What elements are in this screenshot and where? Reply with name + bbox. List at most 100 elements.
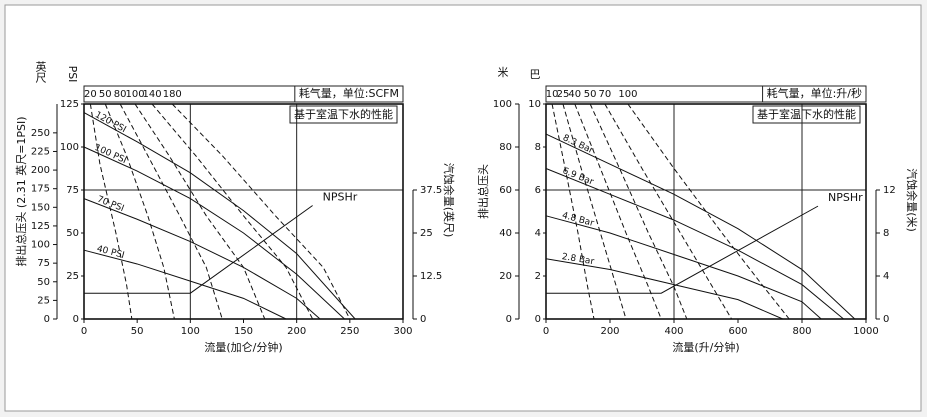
npshr-curve <box>546 205 819 294</box>
y-tick-label: 0 <box>73 314 79 325</box>
note: 基于室温下水的性能 <box>757 107 856 121</box>
y3-tick-label: 175 <box>31 184 50 195</box>
air-label: 10 <box>546 89 559 100</box>
y2-tick-label: 12.5 <box>420 271 442 282</box>
y3-tick-label: 20 <box>499 271 512 282</box>
air-label: 80 <box>114 89 127 100</box>
y3-tick-label: 100 <box>493 99 512 110</box>
x-tick-label: 1000 <box>853 326 878 337</box>
x-tick-label: 300 <box>393 326 412 337</box>
plot-area <box>545 103 867 320</box>
air-label: 180 <box>163 89 182 100</box>
air-label: 140 <box>143 89 162 100</box>
y3-tick-label: 125 <box>31 221 50 232</box>
y-tick-label: 0 <box>535 314 541 325</box>
y3-tick-label: 0 <box>506 314 512 325</box>
note-box <box>752 105 861 124</box>
pressure-curve <box>83 146 345 320</box>
pressure-curve <box>83 112 356 320</box>
y2-tick-label: 8 <box>883 228 889 239</box>
y3-tick-label: 60 <box>499 185 512 196</box>
air-curve <box>589 103 688 320</box>
y-unit: PSI <box>66 66 79 83</box>
y3-tick-label: 25 <box>37 295 50 306</box>
frame <box>4 4 922 412</box>
x-tick-label: 0 <box>81 326 87 337</box>
y-tick-label: 2 <box>535 271 541 282</box>
air-curve <box>604 103 733 320</box>
y-tick-label: 8 <box>535 142 541 153</box>
x-tick-label: 100 <box>181 326 200 337</box>
air-label: 70 <box>599 89 612 100</box>
pressure-curve <box>545 168 844 320</box>
y2-tick-label: 0 <box>420 314 426 325</box>
y-tick-label: 6 <box>535 185 541 196</box>
air-title: 耗气量，单位:SCFM <box>299 86 399 100</box>
y2-axis-title: 汽蚀余量(米) <box>905 168 919 232</box>
x-tick-label: 250 <box>340 326 359 337</box>
air-curve <box>627 103 790 320</box>
x-tick-label: 800 <box>792 326 811 337</box>
air-curve <box>574 103 662 320</box>
y2-tick-label: 12 <box>883 185 896 196</box>
y3-tick-label: 225 <box>31 146 50 157</box>
note: 基于室温下水的性能 <box>294 107 393 121</box>
pressure-curve <box>545 258 783 320</box>
x-tick-label: 50 <box>131 326 144 337</box>
air-label: 50 <box>584 89 597 100</box>
curve-label: NPSHr <box>323 190 358 203</box>
y-axis-title: 排出总压头 (2.31 英尺=1PSI) <box>14 116 28 266</box>
y2-tick-label: 37.5 <box>420 185 442 196</box>
air-label: 25 <box>557 89 570 100</box>
pressure-curve <box>83 198 321 320</box>
y3-tick-label: 250 <box>31 128 50 139</box>
y3-unit: 英尺 <box>34 60 47 84</box>
x-tick-label: 0 <box>543 326 549 337</box>
y-tick-label: 75 <box>66 185 79 196</box>
x-axis-title: 流量(升/分钟) <box>672 340 739 354</box>
pressure-curve <box>83 249 287 320</box>
y3-tick-label: 40 <box>499 228 512 239</box>
y3-tick-label: 0 <box>44 314 50 325</box>
top-strip <box>83 85 404 103</box>
air-curve <box>119 103 223 320</box>
y-unit: 巴 <box>528 69 541 80</box>
top-strip <box>545 85 867 103</box>
y-tick-label: 10 <box>528 99 541 110</box>
y2-tick-label: 4 <box>883 271 889 282</box>
air-label: 20 <box>84 89 97 100</box>
x-tick-label: 400 <box>664 326 683 337</box>
y-axis-title: 排出总压头 <box>476 164 490 219</box>
y3-tick-label: 75 <box>37 258 50 269</box>
pressure-curve <box>545 133 856 320</box>
note-box <box>289 105 398 124</box>
air-curve <box>134 103 266 320</box>
air-title: 耗气量，单位:升/秒 <box>767 86 862 100</box>
curve-label: NPSHr <box>828 191 863 204</box>
y3-tick-label: 150 <box>31 202 50 213</box>
npshr-curve <box>84 205 313 294</box>
x-tick-label: 200 <box>600 326 619 337</box>
air-curve <box>562 103 627 320</box>
air-label: 40 <box>568 89 581 100</box>
y-tick-label: 4 <box>535 228 541 239</box>
y3-tick-label: 80 <box>499 142 512 153</box>
x-tick-label: 150 <box>234 326 253 337</box>
pressure-curve <box>545 215 822 320</box>
x-tick-label: 600 <box>728 326 747 337</box>
y2-axis-title: 汽蚀余量(英尺) <box>442 163 456 238</box>
y2-tick-label: 25 <box>420 228 433 239</box>
air-curve <box>551 103 595 320</box>
y-tick-label: 50 <box>66 228 79 239</box>
y3-tick-label: 100 <box>31 240 50 251</box>
air-curve <box>171 103 351 320</box>
x-axis-title: 流量(加仑/分钟) <box>204 340 282 354</box>
air-label: 50 <box>99 89 112 100</box>
air-curve <box>89 103 133 320</box>
y-tick-label: 125 <box>60 99 79 110</box>
y-tick-label: 25 <box>66 271 79 282</box>
y-tick-label: 100 <box>60 142 79 153</box>
air-label: 100 <box>618 89 637 100</box>
